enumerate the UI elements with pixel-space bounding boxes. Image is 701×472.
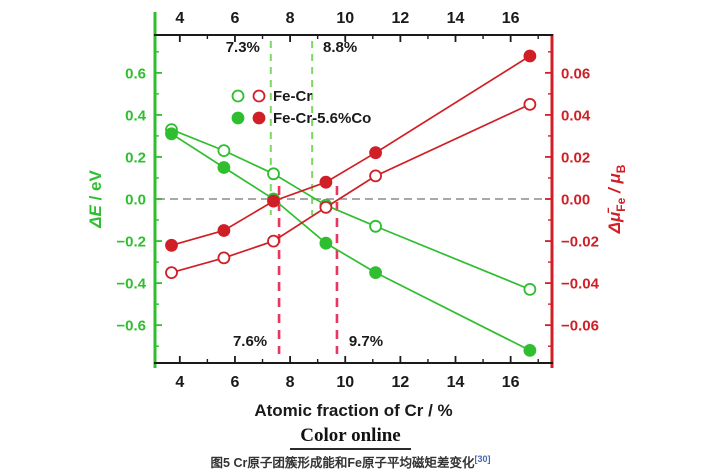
left-axis-title-part: ΔE [86, 204, 105, 228]
data-point-fe-cr-deltae [369, 219, 383, 233]
data-point-fe-cr-5-6-co-deltae [165, 127, 178, 141]
left-tick-label: −0.6 [116, 318, 146, 335]
data-point-fe-cr-5-6-co-deltamu [319, 175, 333, 189]
color-online-row: Color online [0, 425, 701, 450]
x-axis-title: Atomic fraction of Cr / % [254, 401, 452, 420]
bottom-tick-label: 6 [230, 374, 239, 391]
top-tick-label: 6 [230, 10, 239, 27]
series-line-fe-cr-deltae [171, 128, 531, 291]
right-axis-title-part: B [614, 164, 628, 173]
left-tick-label: 0.4 [125, 107, 147, 124]
top-tick-label: 12 [391, 10, 409, 27]
top-tick-label: 14 [447, 10, 465, 27]
right-axis-title-part: Fe [614, 197, 628, 211]
data-point-fe-cr-deltae [217, 144, 231, 158]
bottom-tick-label: 14 [447, 374, 465, 391]
annotation-label-green: 8.8% [323, 39, 357, 56]
bottom-tick-label: 12 [391, 374, 409, 391]
top-tick-label: 8 [286, 10, 295, 27]
left-tick-label: 0.0 [125, 192, 146, 209]
data-point-fe-cr-deltamu [165, 266, 178, 280]
legend-marker-red [252, 89, 266, 103]
right-tick-label: −0.02 [561, 234, 599, 251]
data-point-fe-cr-5-6-co-deltamu [217, 224, 231, 237]
right-axis-title: Δμ̄Fe / μB [605, 164, 628, 234]
figure-caption-text: Cr原子团簇形成能和Fe原子平均磁矩差变化 [233, 456, 475, 470]
data-point-fe-cr-deltae [523, 282, 537, 296]
right-tick-label: 0.06 [561, 65, 590, 82]
legend-label: Fe-Cr [273, 88, 312, 105]
data-point-fe-cr-5-6-co-deltamu [523, 49, 537, 63]
right-tick-label: −0.04 [561, 276, 600, 293]
color-online-label: Color online [290, 425, 411, 450]
data-point-fe-cr-5-6-co-deltae [369, 266, 383, 280]
top-tick-label: 10 [336, 10, 354, 27]
data-point-fe-cr-5-6-co-deltae [319, 236, 333, 250]
left-tick-label: −0.2 [116, 234, 146, 251]
data-point-fe-cr-5-6-co-deltae [217, 161, 231, 174]
data-point-fe-cr-deltamu [217, 251, 231, 265]
legend-marker-red [252, 111, 266, 125]
right-tick-label: 0.04 [561, 107, 591, 124]
left-tick-label: 0.2 [125, 149, 146, 166]
right-axis-title-part: / μ [605, 173, 624, 198]
right-tick-label: 0.00 [561, 192, 590, 209]
right-axis-title-part: Δμ̄ [605, 207, 624, 235]
dual-axis-line-chart: 7.3% 8.8% 7.6% 9.7% 4 4 6 6 8 8 10 10 12 12 14 14 16 16 −0… [86, 10, 628, 420]
data-point-fe-cr-5-6-co-deltamu [267, 194, 280, 208]
data-point-fe-cr-deltamu [369, 169, 383, 183]
right-tick-label: 0.02 [561, 149, 590, 166]
right-tick-label: −0.06 [561, 318, 599, 335]
left-tick-label: −0.4 [116, 276, 146, 293]
data-point-fe-cr-deltamu [523, 98, 537, 111]
left-axis-title: ΔE / eV [86, 169, 105, 228]
bottom-tick-label: 16 [502, 374, 520, 391]
left-tick-label: 0.6 [125, 65, 146, 82]
figure-number: 图5 [210, 456, 230, 470]
top-tick-label: 16 [502, 10, 520, 27]
legend-marker-green [231, 111, 245, 125]
data-point-fe-cr-5-6-co-deltamu [369, 146, 383, 160]
left-axis-title-part: / eV [86, 169, 105, 205]
reference-marker: [30] [474, 453, 491, 464]
legend-marker-green [231, 89, 245, 103]
bottom-tick-label: 8 [286, 374, 295, 391]
series-line-fe-cr-5-6-co-deltae [171, 133, 531, 352]
annotation-label-red: 9.7% [349, 333, 383, 350]
data-point-fe-cr-5-6-co-deltae [523, 343, 537, 357]
bottom-tick-label: 10 [336, 374, 354, 391]
data-point-fe-cr-deltamu [267, 234, 280, 248]
data-point-fe-cr-deltamu [319, 200, 333, 214]
data-point-fe-cr-5-6-co-deltamu [165, 238, 178, 252]
legend-label: Fe-Cr-5.6%Co [273, 110, 371, 127]
data-point-fe-cr-deltae [267, 167, 280, 181]
bottom-tick-label: 4 [175, 374, 184, 391]
top-tick-label: 4 [175, 10, 184, 27]
figure-caption: 图5 Cr原子团簇形成能和Fe原子平均磁矩差变化[30] [0, 452, 701, 471]
series-line-fe-cr-deltamu [171, 103, 531, 274]
series-line-fe-cr-5-6-co-deltamu [171, 55, 531, 247]
annotation-label-red: 7.6% [233, 333, 267, 350]
annotation-label-green: 7.3% [226, 39, 260, 56]
